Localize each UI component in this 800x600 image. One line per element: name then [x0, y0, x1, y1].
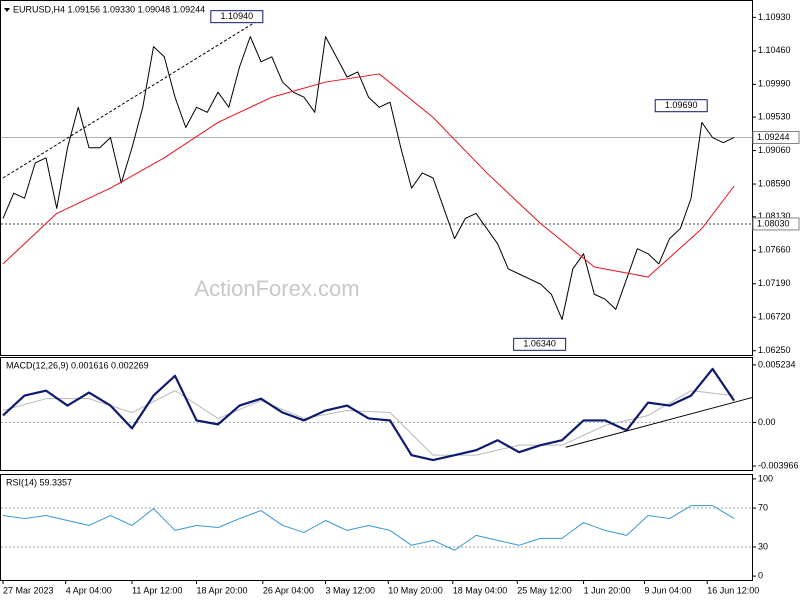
annotation-label: 1.06340: [523, 339, 556, 349]
level-badge: [752, 130, 800, 144]
x-tick-label: 11 Apr 12:00: [132, 585, 182, 595]
y-tick-label: 1.10460: [758, 45, 791, 55]
level-badge: [752, 217, 800, 231]
series-line: [2, 367, 735, 462]
y-tick-label: 1.09530: [758, 111, 791, 121]
x-tick-label: 18 May 04:00: [453, 585, 508, 595]
y-tick-label: 0.005234: [758, 359, 796, 369]
annotation-box: [210, 10, 264, 24]
rsi-panel-frame: [0, 474, 753, 581]
y-tick-label: 100: [758, 473, 773, 483]
annotation-label: 1.10940: [221, 11, 254, 21]
y-tick-label: 30: [758, 541, 768, 551]
annotation-label: 1.09690: [665, 100, 698, 110]
macd-panel-frame: [0, 357, 753, 471]
series-line: [2, 36, 735, 320]
series-line: [2, 73, 735, 278]
level-label: 1.08030: [757, 218, 790, 228]
price-panel-frame: [0, 0, 753, 356]
x-tick-label: 25 May 12:00: [517, 585, 572, 595]
macd-title: MACD(12,26,9) 0.001616 0.002269: [6, 360, 149, 370]
x-tick-label: 18 Apr 20:00: [197, 585, 248, 595]
y-tick-label: -0.003966: [758, 460, 799, 470]
y-tick-label: 1.08590: [758, 178, 791, 188]
y-tick-label: 0.00: [758, 417, 776, 427]
series-line: [2, 505, 735, 551]
x-tick-label: 3 May 12:00: [326, 585, 376, 595]
symbol-icon: [4, 8, 10, 12]
x-tick-label: 27 Mar 2023: [3, 585, 54, 595]
annotation-box: [654, 99, 708, 113]
rsi-title: RSI(14) 59.3357: [6, 477, 72, 487]
y-tick-label: 70: [758, 502, 768, 512]
level-label: 1.09244: [757, 132, 790, 142]
x-tick-label: 1 Jun 20:00: [584, 585, 631, 595]
x-tick-label: 16 Jun 12:00: [707, 585, 759, 595]
trend-line: [565, 397, 753, 448]
y-tick-label: 1.10930: [758, 12, 791, 22]
y-tick-label: 0: [758, 570, 763, 580]
watermark: ActionForex.com: [194, 276, 359, 301]
y-tick-label: 1.08130: [758, 211, 791, 221]
x-tick-label: 26 Apr 04:00: [263, 585, 314, 595]
y-tick-label: 1.09060: [758, 145, 791, 155]
x-tick-label: 10 May 20:00: [388, 585, 443, 595]
x-tick-label: 9 Jun 04:00: [644, 585, 691, 595]
y-tick-label: 1.06250: [758, 345, 791, 355]
y-tick-label: 1.09990: [758, 79, 791, 89]
annotation-box: [513, 337, 567, 351]
y-tick-label: 1.07190: [758, 278, 791, 288]
x-tick-label: 4 Apr 04:00: [66, 585, 112, 595]
y-tick-label: 1.07660: [758, 245, 791, 255]
trend-line: [2, 16, 264, 179]
y-tick-label: 1.06720: [758, 312, 791, 322]
price-title: EURUSD,H4 1.09156 1.09330 1.09048 1.0924…: [13, 4, 205, 14]
